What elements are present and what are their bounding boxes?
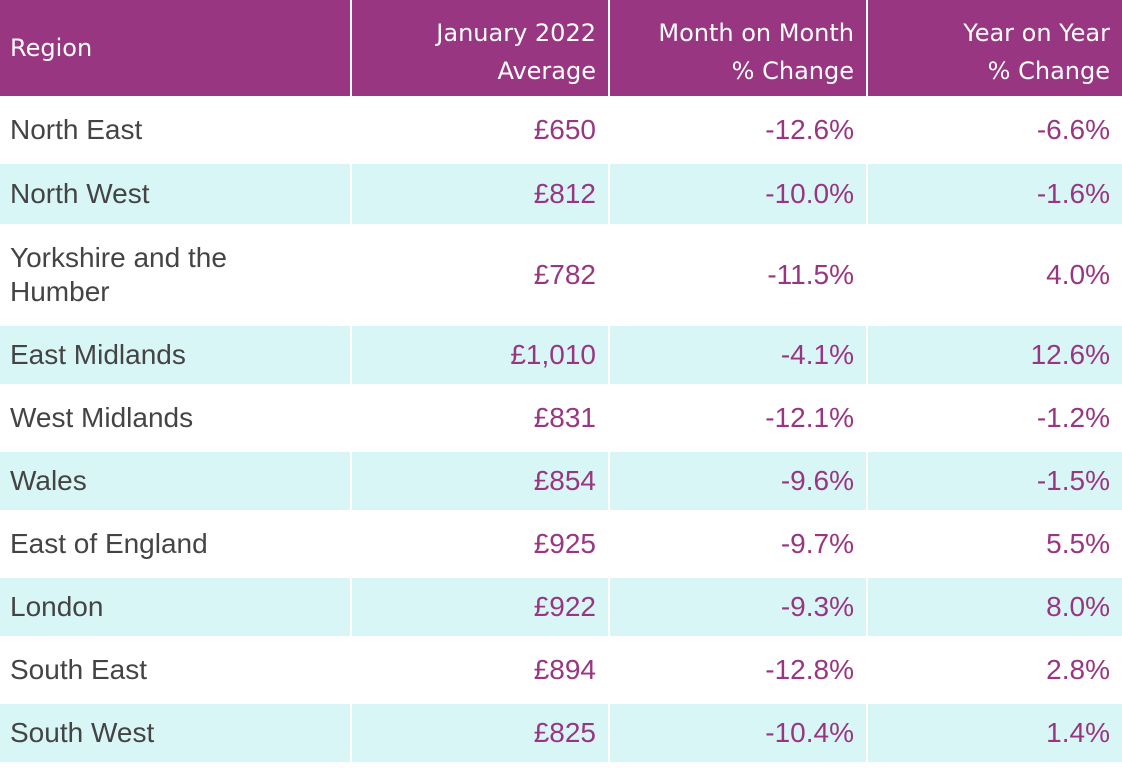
average-cell: £925: [352, 512, 608, 576]
table-row: East of England £925 -9.7% 5.5%: [0, 510, 1122, 576]
table-row: North East £650 -12.6% -6.6%: [0, 96, 1122, 162]
yoy-cell: 8.0%: [868, 578, 1122, 636]
region-cell: North West: [0, 164, 350, 224]
table-row: Wales £854 -9.6% -1.5%: [0, 450, 1122, 510]
yoy-cell: -1.2%: [868, 386, 1122, 450]
average-cell: £894: [352, 638, 608, 702]
table-row: London £922 -9.3% 8.0%: [0, 576, 1122, 636]
yoy-cell: -1.5%: [868, 452, 1122, 510]
table-row: West Midlands £831 -12.1% -1.2%: [0, 384, 1122, 450]
yoy-cell: -1.6%: [868, 164, 1122, 224]
region-cell: East of England: [0, 512, 350, 576]
mom-cell: -4.1%: [610, 326, 866, 384]
average-cell: £782: [352, 226, 608, 324]
region-cell: North East: [0, 98, 350, 162]
average-cell: £650: [352, 98, 608, 162]
region-cell: East Midlands: [0, 326, 350, 384]
table-row: South East £894 -12.8% 2.8%: [0, 636, 1122, 702]
yoy-cell: 12.6%: [868, 326, 1122, 384]
region-cell: London: [0, 578, 350, 636]
mom-cell: -9.3%: [610, 578, 866, 636]
table-header: Region January 2022 Average Month on Mon…: [0, 0, 1122, 96]
yoy-cell: 2.8%: [868, 638, 1122, 702]
average-cell: £922: [352, 578, 608, 636]
region-cell: South West: [0, 704, 350, 762]
header-region: Region: [0, 0, 350, 96]
average-cell: £831: [352, 386, 608, 450]
header-year-on-year: Year on Year % Change: [868, 0, 1122, 96]
mom-cell: -12.8%: [610, 638, 866, 702]
region-cell: Wales: [0, 452, 350, 510]
region-cell: South East: [0, 638, 350, 702]
header-average: January 2022 Average: [352, 0, 608, 96]
table-row: East Midlands £1,010 -4.1% 12.6%: [0, 324, 1122, 384]
yoy-cell: -6.6%: [868, 98, 1122, 162]
table-row: North West £812 -10.0% -1.6%: [0, 162, 1122, 224]
mom-cell: -9.6%: [610, 452, 866, 510]
region-cell: Yorkshire and the Humber: [0, 226, 290, 324]
yoy-cell: 4.0%: [868, 226, 1122, 324]
average-cell: £812: [352, 164, 608, 224]
yoy-cell: 5.5%: [868, 512, 1122, 576]
table-row: South West £825 -10.4% 1.4%: [0, 702, 1122, 762]
average-cell: £1,010: [352, 326, 608, 384]
table-row: Yorkshire and the Humber £782 -11.5% 4.0…: [0, 224, 1122, 324]
mom-cell: -11.5%: [610, 226, 866, 324]
average-cell: £854: [352, 452, 608, 510]
yoy-cell: 1.4%: [868, 704, 1122, 762]
mom-cell: -12.1%: [610, 386, 866, 450]
mom-cell: -10.0%: [610, 164, 866, 224]
mom-cell: -12.6%: [610, 98, 866, 162]
mom-cell: -10.4%: [610, 704, 866, 762]
region-cell: West Midlands: [0, 386, 350, 450]
mom-cell: -9.7%: [610, 512, 866, 576]
average-cell: £825: [352, 704, 608, 762]
header-month-on-month: Month on Month % Change: [610, 0, 866, 96]
